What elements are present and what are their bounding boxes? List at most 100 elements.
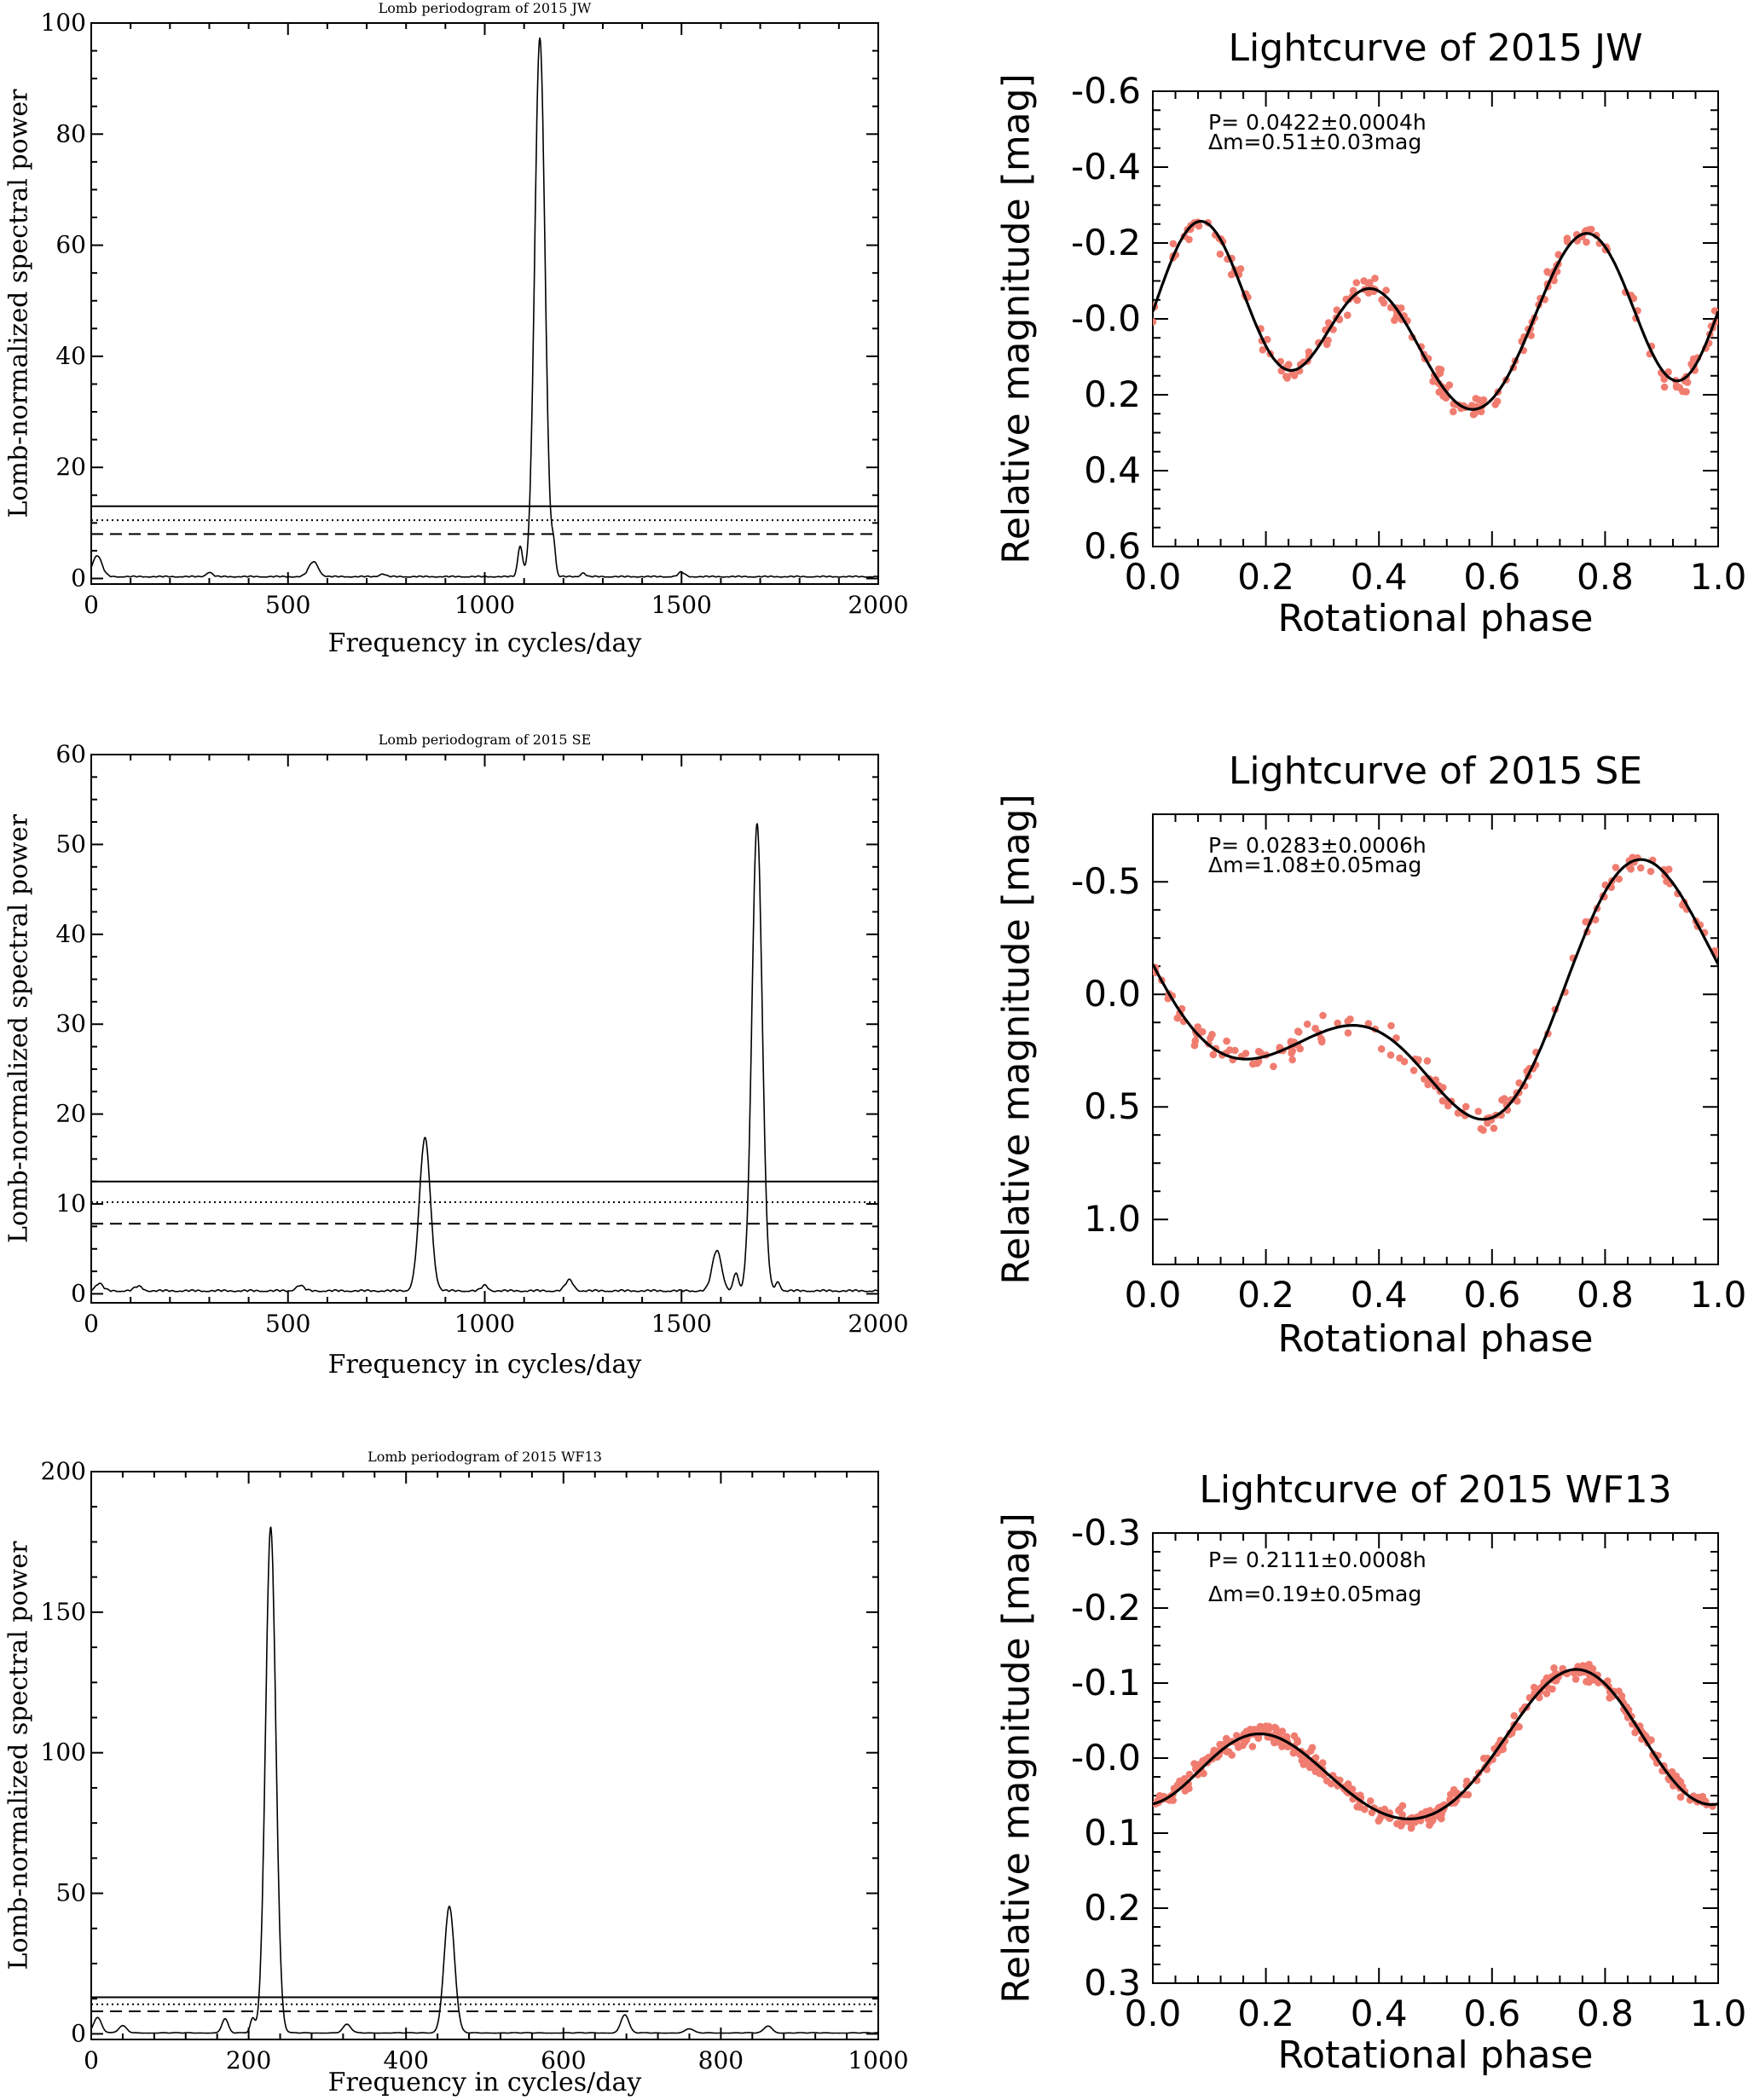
data-point [1477,408,1485,416]
data-point [1583,238,1590,246]
y-tick-label: 0.4 [1084,449,1141,491]
x-tick-label: 0.4 [1351,556,1408,598]
data-point [1305,1763,1314,1772]
y-axis-label: Relative magnitude [mag] [995,73,1039,564]
data-point [1236,265,1245,273]
x-tick-label: 0.4 [1351,1274,1408,1316]
x-tick-label: 2000 [848,591,908,619]
x-tick-label: 1000 [454,1310,515,1338]
data-point [1474,1108,1482,1115]
x-tick-label: 0.2 [1237,556,1294,598]
x-tick-label: 1500 [651,1310,712,1338]
x-tick-label: 0.0 [1125,556,1182,598]
x-axis-label: Rotational phase [1278,2033,1594,2077]
annotation: P= 0.2111±0.0008h [1208,1548,1427,1572]
data-point [1660,383,1669,391]
x-tick-label: 1.0 [1690,1274,1747,1316]
periodogram-series [91,37,878,578]
y-axis-label: Relative magnitude [mag] [995,1513,1039,2004]
y-tick-label: 60 [55,231,86,259]
annotation: P= 0.0422±0.0004h [1208,110,1427,135]
x-tick-label: 800 [698,2046,744,2074]
data-point [1591,916,1600,923]
data-point [1583,1678,1590,1686]
data-point [1346,1015,1354,1023]
y-tick-label: 40 [55,342,86,370]
data-point [1352,279,1361,286]
x-tick-label: 0 [84,1310,99,1338]
data-point [1382,286,1390,294]
data-point [1256,1049,1265,1056]
data-point [1324,336,1332,344]
data-point [1380,299,1388,307]
plot-frame [90,754,879,1304]
data-point [1194,1023,1201,1031]
y-tick-label: -0.2 [1071,1587,1141,1629]
x-tick-label: 400 [383,2046,428,2074]
data-point [1409,1067,1418,1074]
panel-l1: Lightcurve of 2015 JW 0.0 0.2 0.4 0.6 0.8 1.0 -… [995,26,1747,640]
data-point [1434,365,1443,373]
y-tick-label: 1.0 [1084,1198,1141,1240]
data-point [1231,1046,1239,1055]
data-point [1500,1095,1508,1102]
data-point [1223,1037,1230,1045]
y-tick-label: -0.5 [1071,860,1141,902]
data-point [1242,1050,1250,1057]
data-point [1272,1724,1280,1733]
x-tick-label: 1500 [651,591,712,619]
data-point [1270,1738,1278,1747]
data-point [1679,387,1687,396]
data-point [1475,396,1483,404]
annotation: Δm=1.08±0.05mag [1208,853,1421,877]
periodogram-series [91,823,878,1293]
y-tick-label: 0.1 [1084,1812,1141,1854]
y-tick-label: -0.2 [1071,222,1141,263]
data-point [1618,1692,1626,1700]
data-point [1514,1097,1521,1105]
data-point [1191,1037,1200,1044]
data-point [1311,1024,1319,1033]
data-point [1333,306,1341,314]
annotation: P= 0.0283±0.0006h [1208,833,1427,858]
fit-curve [1153,220,1718,411]
data-point [1364,1020,1373,1027]
y-tick-label: 0.2 [1084,373,1141,415]
y-tick-label: 0.3 [1084,1962,1141,2004]
data-point [1361,1805,1369,1814]
y-tick-label: 0.2 [1084,1887,1141,1929]
data-point [1627,865,1635,873]
y-tick-label: -0.0 [1071,298,1141,339]
data-point [1248,1743,1257,1750]
data-point [1209,1050,1218,1059]
data-point [1543,268,1551,275]
x-tick-label: 0.6 [1463,1274,1520,1316]
y-tick-label: 50 [55,1879,86,1907]
data-point [1396,1054,1404,1062]
x-tick-label: 0.8 [1577,556,1634,598]
data-point [1283,374,1291,382]
panel-p3: Lomb periodogram of 2015 WF13 0 200 400 600 8… [4,1449,909,2097]
y-tick-label: 60 [55,740,86,768]
data-point [1353,1802,1361,1811]
x-axis-label: Frequency in cycles/day [328,1350,642,1380]
data-point [1636,864,1645,872]
chart-title: Lomb periodogram of 2015 JW [379,0,592,16]
chart-title: Lightcurve of 2015 WF13 [1199,1468,1671,1512]
x-tick-label: 0 [84,591,99,619]
data-point [1429,378,1437,385]
data-point [1327,1779,1335,1788]
data-point [1254,1734,1263,1742]
data-point [1375,1817,1383,1825]
x-tick-label: 0.4 [1351,1993,1408,2034]
plot-frame [90,22,879,585]
y-tick-label: 20 [55,1100,86,1128]
data-point [1294,1736,1301,1744]
data-point [1317,1038,1326,1046]
y-tick-label: -0.4 [1071,146,1141,188]
y-axis-label: Relative magnitude [mag] [995,794,1039,1285]
data-point [1185,1770,1194,1779]
data-point [1469,410,1478,419]
data-point [1423,1057,1432,1065]
data-point [1515,1079,1523,1087]
